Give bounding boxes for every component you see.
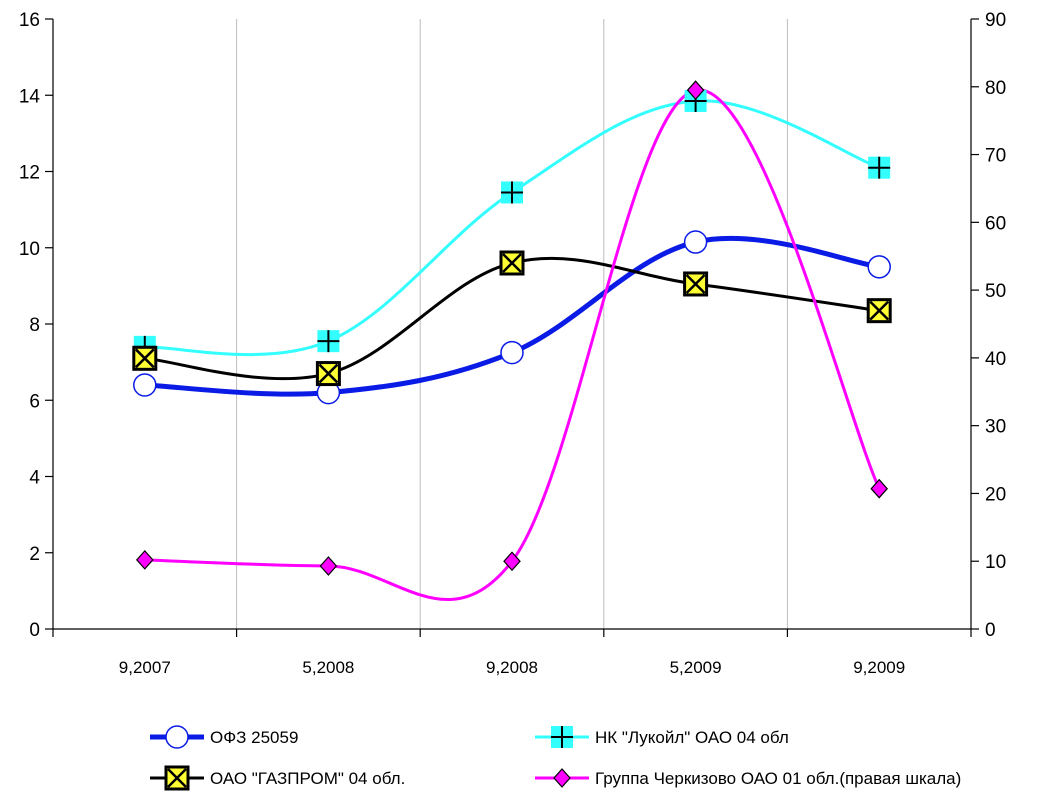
axes: 0 2 4 6 8 10 12 14 16 0 10 20 30 40 50 60 70 80 90 9,2007 5,… [19,10,1006,677]
left-axis-tick-label: 16 [19,10,40,31]
right-axis-tick-label: 90 [985,10,1006,31]
left-axis-tick-label: 2 [29,544,40,565]
left-axis-tick-label: 8 [29,315,40,336]
right-axis-tick-label: 10 [985,552,1006,573]
right-axis-tick-label: 50 [985,281,1006,302]
left-axis-tick-label: 14 [19,86,41,107]
legend: ОФЗ 25059 НК "Лукойл" ОАО 04 обл ОАО "ГАЗП… [150,725,961,791]
legend-swatch-marker [553,768,571,788]
left-axis-tick-label: 12 [19,163,40,184]
right-axis-tick-label: 70 [985,146,1006,167]
series-1-point [133,373,157,397]
legend-label: ОФЗ 25059 [210,728,298,747]
series-3-point [683,271,709,297]
right-axis-tick-label: 20 [985,484,1006,505]
series-1-point [867,255,891,279]
series-line-2 [143,99,881,357]
x-axis-category-label: 5,2008 [302,658,354,677]
x-axis-category-label: 5,2009 [670,658,722,677]
right-axis-tick-label: 0 [985,620,996,641]
legend-swatch-marker [551,726,573,748]
legend-label: ОАО "ГАЗПРОМ" 04 обл. [210,769,405,788]
left-axis-tick-label: 4 [29,468,40,489]
legend-swatch-marker [165,725,189,749]
series-3-point [132,345,158,371]
legend-swatch-marker [164,765,190,791]
series-4-point [870,478,889,499]
series-4-point [135,549,154,570]
series-3-point [866,298,892,324]
legend-item-2: НК "Лукойл" ОАО 04 обл [535,726,789,748]
legend-label: Группа Черкизово ОАО 01 обл.(правая шкал… [595,769,961,788]
right-axis-tick-label: 60 [985,213,1006,234]
x-axis-category-label: 9,2008 [486,658,538,677]
right-axis-tick-label: 80 [985,78,1006,99]
legend-item-4: Группа Черкизово ОАО 01 обл.(правая шкал… [535,768,961,788]
series-4-point [503,551,521,572]
series-2-point [501,181,523,204]
series-4-point [686,80,705,101]
left-axis-tick-label: 6 [29,391,40,412]
legend-label: НК "Лукойл" ОАО 04 обл [595,728,789,747]
left-axis-tick-label: 0 [29,620,40,641]
series-line-4 [143,88,881,602]
x-axis-category-label: 9,2009 [853,658,905,677]
x-axis-category-label: 9,2007 [119,658,171,677]
left-axis-tick-label: 10 [19,239,40,260]
right-axis-tick-label: 30 [985,417,1006,438]
right-axis-tick-label: 40 [985,349,1006,370]
series-2-point [317,330,340,353]
grid-lines [236,19,788,629]
series-2-point [868,156,891,179]
series-4-point [319,556,338,576]
series-3-point [499,250,525,276]
series-1-point [500,340,524,365]
series-1-point [683,230,708,254]
series-markers [132,80,892,576]
legend-item-1: ОФЗ 25059 [150,725,298,749]
series-3-point [315,361,341,387]
legend-item-3: ОАО "ГАЗПРОМ" 04 обл. [150,765,405,791]
